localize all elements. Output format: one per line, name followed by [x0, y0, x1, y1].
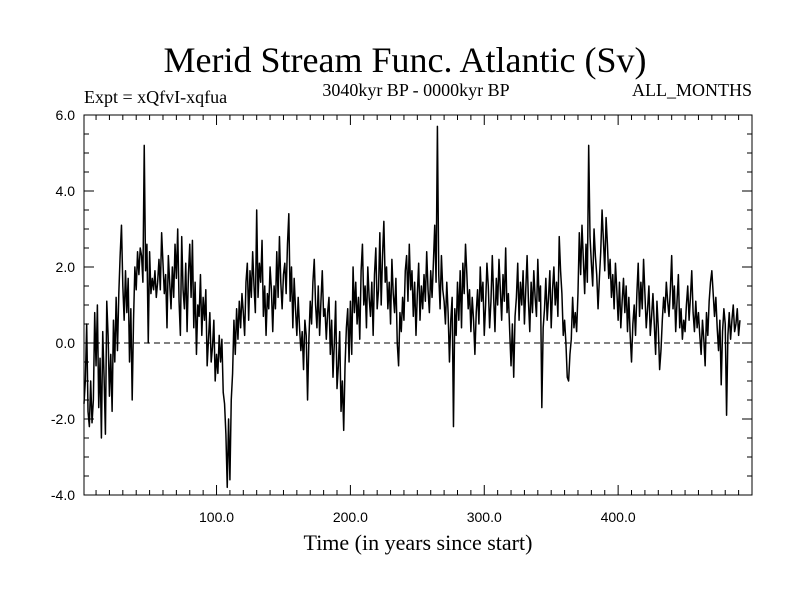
x-tick-label: 400.0 [601, 509, 636, 525]
y-tick-label: -4.0 [51, 487, 75, 503]
axis-tick-labels: 100.0 200.0 300.0 400.0 -4.0 -2.0 0.0 2.0 4.0 6.0 [51, 107, 636, 525]
y-tick-label: -2.0 [51, 411, 75, 427]
chart-subtitle-left: Expt = xQfvI-xqfua [84, 87, 227, 107]
x-axis-label: Time (in years since start) [304, 530, 533, 555]
x-tick-label: 100.0 [199, 509, 234, 525]
axis-ticks [84, 114, 752, 496]
plot-area [83, 125, 752, 489]
y-tick-label: 0.0 [56, 335, 76, 351]
chart-subtitle-right: ALL_MONTHS [632, 80, 752, 100]
y-tick-label: 2.0 [56, 259, 76, 275]
y-tick-label: 4.0 [56, 183, 76, 199]
x-tick-label: 200.0 [333, 509, 368, 525]
x-tick-label: 300.0 [467, 509, 502, 525]
y-tick-label: 6.0 [56, 107, 76, 123]
chart-subtitle-center: 3040kyr BP - 0000kyr BP [322, 80, 509, 100]
chart-title: Merid Stream Func. Atlantic (Sv) [164, 40, 647, 80]
series-line-0 [83, 125, 741, 489]
